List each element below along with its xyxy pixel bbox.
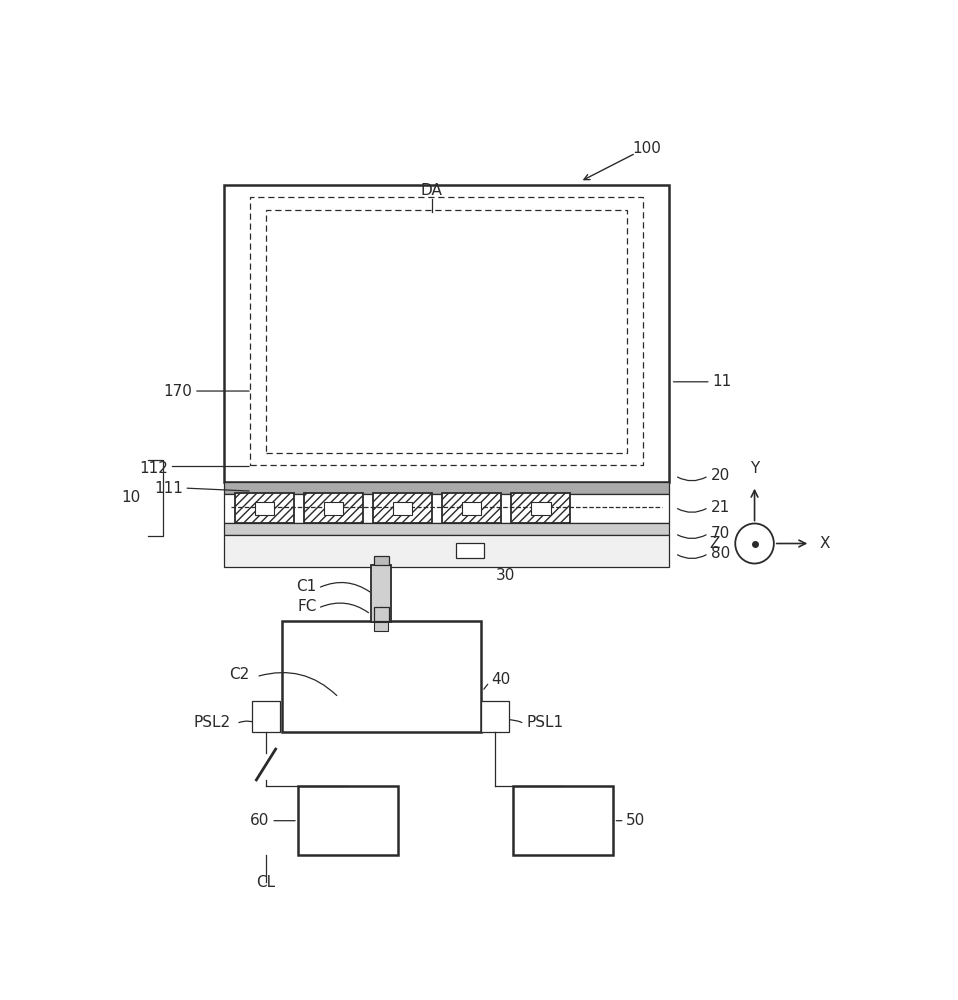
Bar xyxy=(223,523,669,535)
Bar xyxy=(324,502,343,515)
Text: Y: Y xyxy=(750,461,759,476)
Text: 60: 60 xyxy=(250,813,270,828)
Bar xyxy=(298,786,399,855)
Text: FC: FC xyxy=(297,599,316,614)
Bar xyxy=(442,493,501,523)
Text: 50: 50 xyxy=(627,813,646,828)
Text: C2: C2 xyxy=(229,667,249,682)
Text: Z: Z xyxy=(709,536,719,551)
Bar xyxy=(235,493,294,523)
Text: 112: 112 xyxy=(139,461,168,476)
Text: 10: 10 xyxy=(122,490,141,505)
Bar xyxy=(511,493,570,523)
Bar xyxy=(393,502,413,515)
Bar xyxy=(223,185,669,482)
Text: PSL1: PSL1 xyxy=(527,715,563,730)
Bar xyxy=(223,535,669,567)
Bar xyxy=(374,556,389,565)
Text: PSL2: PSL2 xyxy=(194,715,231,730)
Bar xyxy=(513,786,613,855)
Text: 111: 111 xyxy=(154,481,183,496)
Text: DA: DA xyxy=(421,183,443,198)
Text: C1: C1 xyxy=(296,579,316,594)
Bar xyxy=(375,622,388,631)
Text: 20: 20 xyxy=(711,468,730,483)
Bar xyxy=(373,493,432,523)
Text: X: X xyxy=(820,536,831,551)
Bar xyxy=(223,482,669,494)
Bar xyxy=(255,502,274,515)
Text: 170: 170 xyxy=(164,384,193,399)
Bar xyxy=(371,565,392,622)
Bar xyxy=(374,607,389,620)
Text: 21: 21 xyxy=(711,500,730,515)
Bar xyxy=(304,493,363,523)
Text: 30: 30 xyxy=(495,568,514,583)
Text: 40: 40 xyxy=(490,672,511,687)
Bar xyxy=(252,701,280,732)
Bar xyxy=(481,701,509,732)
Bar xyxy=(223,494,669,523)
Text: 11: 11 xyxy=(712,374,732,389)
Bar xyxy=(531,502,551,515)
Text: 70: 70 xyxy=(711,526,730,541)
Text: 80: 80 xyxy=(711,546,730,561)
Text: 100: 100 xyxy=(632,141,661,156)
Bar xyxy=(462,502,482,515)
Bar xyxy=(456,543,485,558)
Bar xyxy=(266,210,627,453)
Text: CL: CL xyxy=(257,875,276,890)
Bar xyxy=(250,197,643,465)
Bar xyxy=(282,620,481,732)
